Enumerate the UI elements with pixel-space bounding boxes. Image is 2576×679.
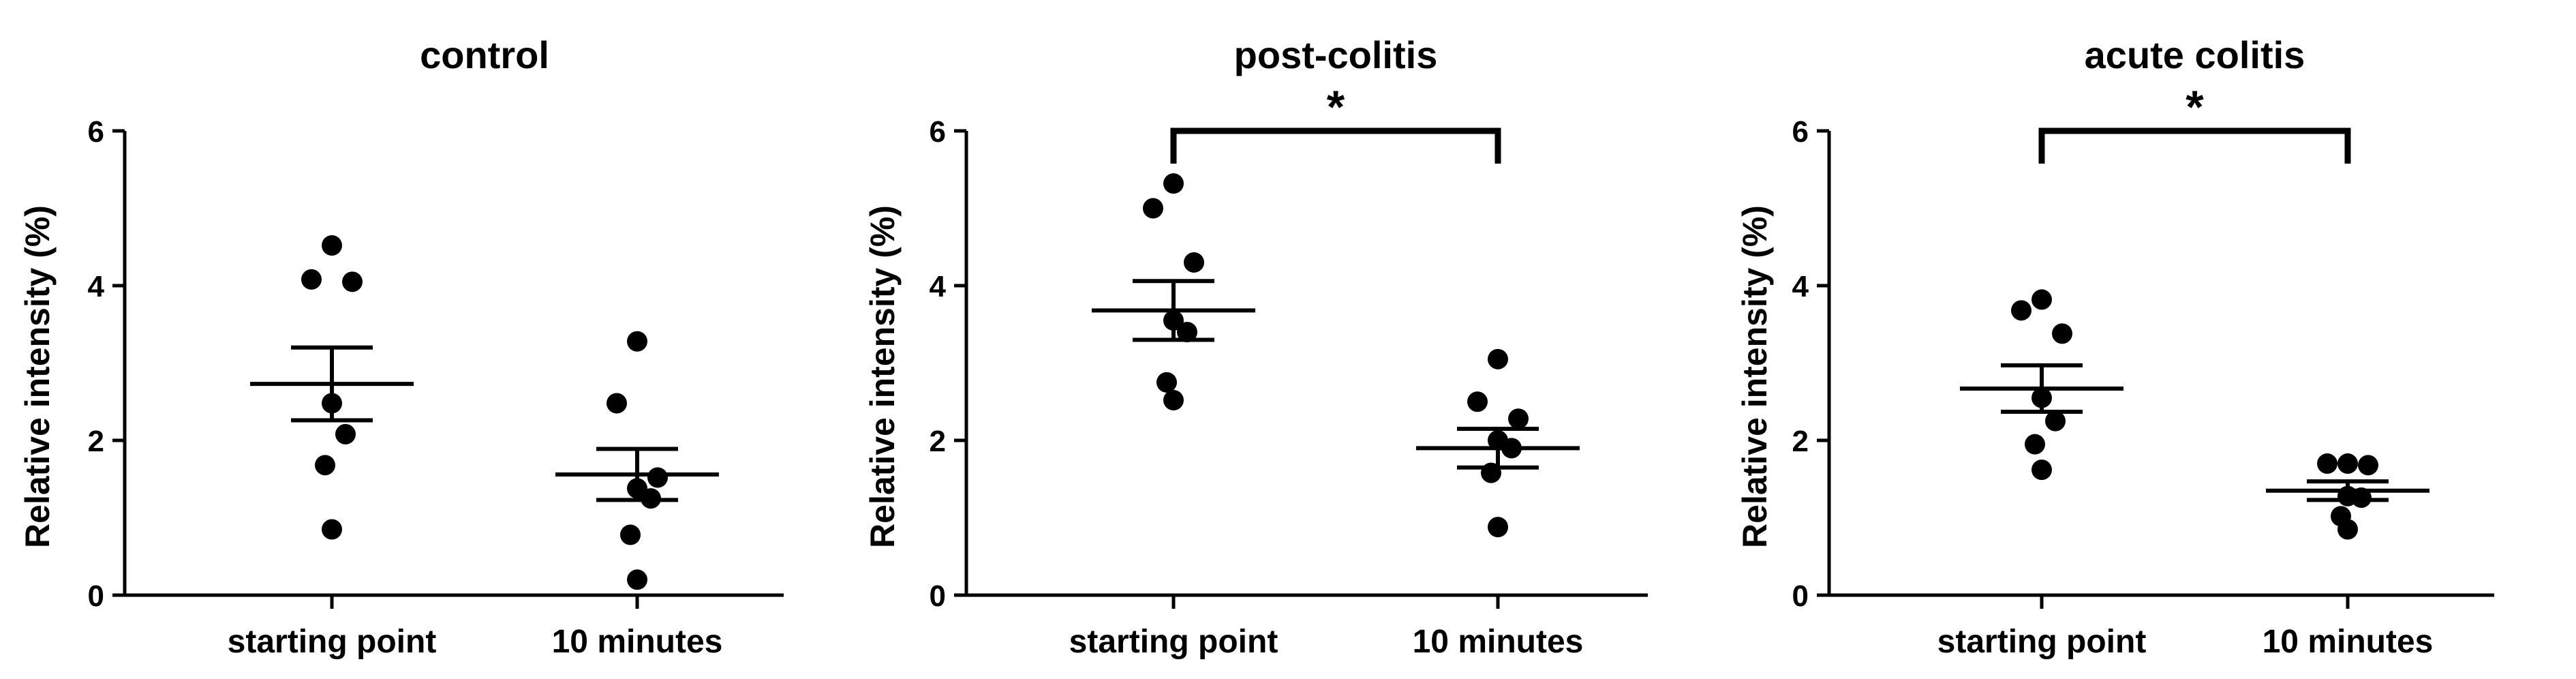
significance-bracket (1170, 127, 1501, 164)
data-point (647, 467, 668, 488)
significance-bracket (2038, 127, 2351, 164)
data-point (1488, 348, 1508, 369)
y-tick-label: 2 (88, 425, 104, 458)
y-axis-label: Relative intensity (%) (863, 205, 902, 548)
chart-title: control (420, 33, 549, 76)
x-category-label: 10 minutes (1413, 624, 1584, 660)
data-point (2045, 410, 2066, 432)
y-tick-label: 0 (88, 579, 104, 613)
significance-label: * (2186, 81, 2204, 133)
y-tick-label: 4 (1792, 270, 1809, 303)
data-point (335, 423, 356, 444)
data-point (2031, 289, 2052, 310)
data-point (1156, 372, 1177, 393)
data-point (1177, 322, 1197, 343)
data-point (1508, 408, 1529, 429)
data-point (607, 393, 627, 414)
chart-panel-2: acute colitis 0 2 4 6 Relative intensity (%) s… (1736, 33, 2494, 660)
x-category-label: starting point (1069, 624, 1278, 660)
y-tick-label: 2 (1792, 425, 1809, 458)
chart-panel-0: control 0 2 4 6 Relative intensity (%) startin… (18, 33, 784, 660)
y-tick-label: 2 (930, 425, 946, 458)
data-point (2025, 434, 2045, 455)
y-tick-label: 6 (88, 115, 104, 149)
chart-title: post-colitis (1234, 33, 1438, 76)
chart-panel-1: post-colitis 0 2 4 6 Relative intensity (%) st… (863, 33, 1648, 660)
x-category-label: starting point (228, 624, 437, 660)
data-point (2337, 519, 2358, 540)
y-tick-label: 4 (930, 270, 947, 303)
y-axis-label: Relative intensity (%) (18, 205, 57, 548)
data-point (627, 331, 647, 352)
y-tick-label: 6 (930, 115, 946, 149)
data-point (1467, 391, 1488, 412)
data-point (1488, 517, 1508, 538)
data-point (620, 524, 641, 545)
y-tick-label: 6 (1792, 115, 1809, 149)
data-point (1143, 198, 1163, 219)
data-point (2317, 453, 2337, 474)
y-tick-label: 4 (88, 270, 105, 303)
significance-label: * (1327, 81, 1345, 133)
data-point (315, 455, 335, 476)
y-axis-label: Relative intensity (%) (1736, 205, 1774, 548)
data-point (2011, 300, 2031, 321)
data-point (627, 569, 647, 590)
data-point (2337, 453, 2358, 474)
data-point (1163, 389, 1184, 410)
x-category-label: 10 minutes (552, 624, 723, 660)
data-point (2358, 455, 2378, 476)
chart-title: acute colitis (2085, 33, 2305, 76)
data-point (322, 235, 342, 256)
y-tick-label: 0 (1792, 579, 1809, 613)
data-point (1163, 173, 1184, 194)
x-category-label: starting point (1937, 624, 2147, 660)
data-point (301, 269, 322, 290)
data-point (1184, 252, 1204, 273)
x-category-label: 10 minutes (2263, 624, 2434, 660)
data-point (2031, 459, 2052, 481)
y-tick-label: 0 (930, 579, 946, 613)
data-point (322, 519, 342, 540)
data-point (2052, 323, 2072, 344)
data-point (342, 271, 363, 292)
